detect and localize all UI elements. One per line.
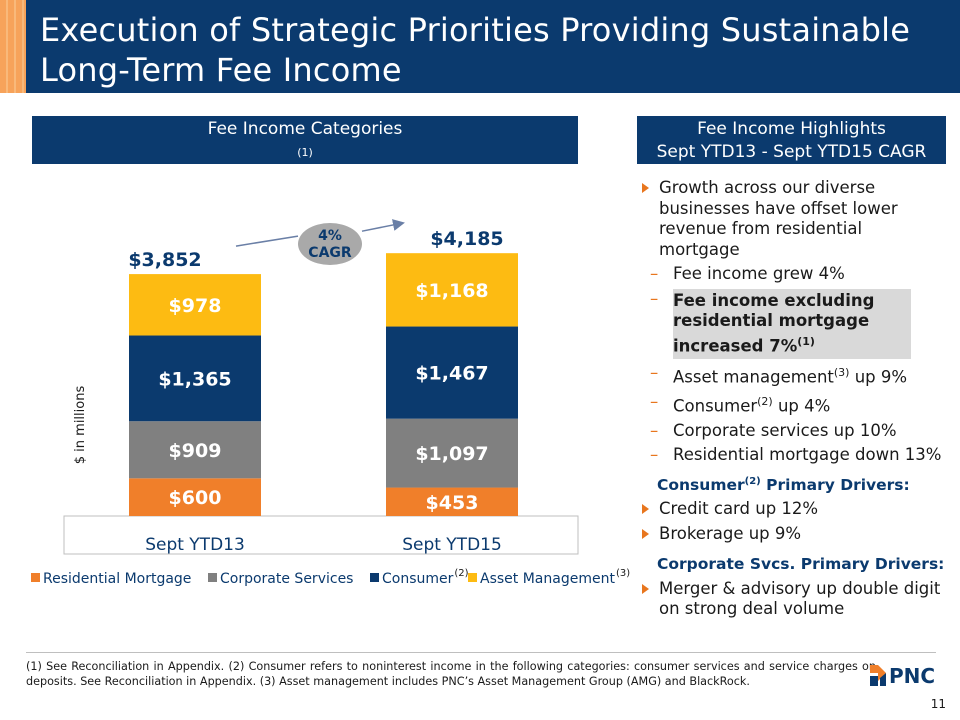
data-label-residential-mortgage-sept-ytd13: $600 (169, 487, 222, 509)
highlight-consumer: Consumer(2) up 4% (640, 392, 945, 417)
legend-label-asset-management: Asset Management (480, 571, 615, 587)
legend-label-consumer: Consumer (382, 571, 454, 587)
left-header-line1-text: Fee Income Categories (207, 119, 403, 139)
total-label-sept-ytd13: $3,852 (128, 249, 201, 271)
legend-sup-asset-management: (3) (616, 568, 630, 579)
bar-asset-management-sept-ytd15 (386, 253, 518, 327)
y-axis-label: $ in millions (73, 386, 88, 465)
consumer-sup: (2) (757, 394, 773, 408)
pnc-logo: PNC (870, 664, 935, 688)
asset-mgmt-post: up 9% (849, 367, 908, 386)
highlights-list: Growth across our diverse businesses hav… (640, 178, 945, 624)
cagr-label: CAGR (308, 245, 352, 261)
data-label-consumer-sept-ytd13: $1,365 (158, 368, 231, 390)
footnote: (1) See Reconciliation in Appendix. (2) … (26, 660, 876, 688)
pnc-logo-mark-icon (870, 665, 886, 686)
footnote-divider (26, 652, 936, 653)
bar-consumer-sept-ytd13 (129, 335, 261, 422)
left-header-line1: Fee Income Categories (1) (32, 118, 578, 170)
data-label-corporate-services-sept-ytd15: $1,097 (415, 443, 488, 465)
cagr-percent: 4% (318, 228, 342, 244)
left-header-line2: Sept YTD13 - Sept YTD15 (196, 170, 414, 191)
consumer-drivers-sup: (2) (744, 475, 761, 487)
legend-swatch-asset-management (468, 573, 477, 582)
highlight-ex-mortgage-sup: (1) (797, 334, 815, 348)
driver-brokerage: Brokerage up 9% (640, 524, 945, 545)
highlight-ex-mortgage: Fee income excluding residential mortgag… (640, 288, 945, 359)
pnc-logo-text: PNC (889, 664, 935, 688)
cagr-bubble (298, 223, 362, 265)
legend-label-residential-mortgage: Residential Mortgage (43, 571, 191, 587)
legend-swatch-consumer (370, 573, 379, 582)
consumer-post: up 4% (772, 396, 831, 415)
left-section-header: Fee Income Categories (1) Sept YTD13 - Se… (32, 116, 578, 191)
consumer-drivers-pre: Consumer (657, 475, 745, 494)
consumer-text: Consumer (673, 396, 758, 415)
slide-title-line1: Execution of Strategic Priorities Provid… (40, 11, 911, 49)
asset-mgmt-text: Asset management (673, 367, 834, 386)
chart-legend: Residential Mortgage Corporate Services Co… (31, 568, 630, 587)
title-accent-strip (0, 0, 26, 93)
data-label-consumer-sept-ytd15: $1,467 (415, 363, 488, 385)
data-label-asset-management-sept-ytd13: $978 (169, 295, 222, 317)
consumer-drivers-post: Primary Drivers: (760, 475, 910, 494)
left-header-sup: (1) (297, 146, 313, 159)
title-bar (26, 0, 960, 93)
right-header-line2: Sept YTD13 - Sept YTD15 CAGR (656, 142, 927, 162)
category-label-sept-ytd13: Sept YTD13 (145, 535, 245, 555)
asset-mgmt-sup: (3) (833, 365, 850, 379)
highlight-asset-mgmt: Asset management(3) up 9% (640, 363, 945, 388)
right-section-header: Fee Income Highlights Sept YTD13 - Sept … (637, 116, 946, 164)
data-label-corporate-services-sept-ytd13: $909 (169, 440, 222, 462)
bar-asset-management-sept-ytd13 (129, 274, 261, 336)
bar-residential-mortgage-sept-ytd15 (386, 487, 518, 516)
bars-group (129, 253, 518, 516)
slide-title: Execution of Strategic Priorities Provid… (40, 10, 940, 90)
legend-swatch-corporate-services (208, 573, 217, 582)
data-label-residential-mortgage-sept-ytd15: $453 (426, 492, 479, 514)
bar-residential-mortgage-sept-ytd13 (129, 478, 261, 516)
driver-credit-card: Credit card up 12% (640, 499, 945, 520)
legend-sup-consumer: (2) (454, 568, 468, 579)
cagr-arrow (235, 223, 402, 247)
total-label-sept-ytd15: $4,185 (430, 228, 503, 250)
consumer-drivers-heading: Consumer(2) Primary Drivers: (640, 472, 945, 496)
highlight-ex-mortgage-box: Fee income excluding residential mortgag… (673, 288, 911, 359)
legend-swatch-residential-mortgage (31, 573, 40, 582)
category-label-sept-ytd15: Sept YTD15 (402, 535, 502, 555)
right-header-line1: Fee Income Highlights (697, 119, 886, 139)
driver-merger-advisory: Merger & advisory up double digit on str… (640, 579, 945, 620)
x-axis-frame (63, 515, 579, 555)
corp-drivers-heading: Corporate Svcs. Primary Drivers: (657, 555, 945, 574)
highlight-ex-mortgage-text: Fee income excluding residential mortgag… (673, 290, 875, 356)
page-number: 11 (930, 697, 946, 711)
highlight-growth: Growth across our diverse businesses hav… (640, 178, 945, 260)
data-label-asset-management-sept-ytd15: $1,168 (415, 280, 488, 302)
bar-corporate-services-sept-ytd15 (386, 418, 518, 488)
slide-title-line2: Long-Term Fee Income (40, 51, 402, 89)
highlight-res-mortgage: Residential mortgage down 13% (640, 445, 945, 466)
bar-corporate-services-sept-ytd13 (129, 421, 261, 479)
highlight-corp-services: Corporate services up 10% (640, 421, 945, 442)
legend-label-corporate-services: Corporate Services (220, 571, 353, 587)
highlight-fee-grew: Fee income grew 4% (640, 264, 945, 285)
labels-group: $600 $909 $1,365 $978 $3,852 Sept YTD13 $453 $1… (128, 228, 503, 555)
bar-consumer-sept-ytd15 (386, 326, 518, 419)
fee-income-chart: $ in millions $600 $909 $1,365 $978 $3,852 Se… (31, 0, 630, 587)
